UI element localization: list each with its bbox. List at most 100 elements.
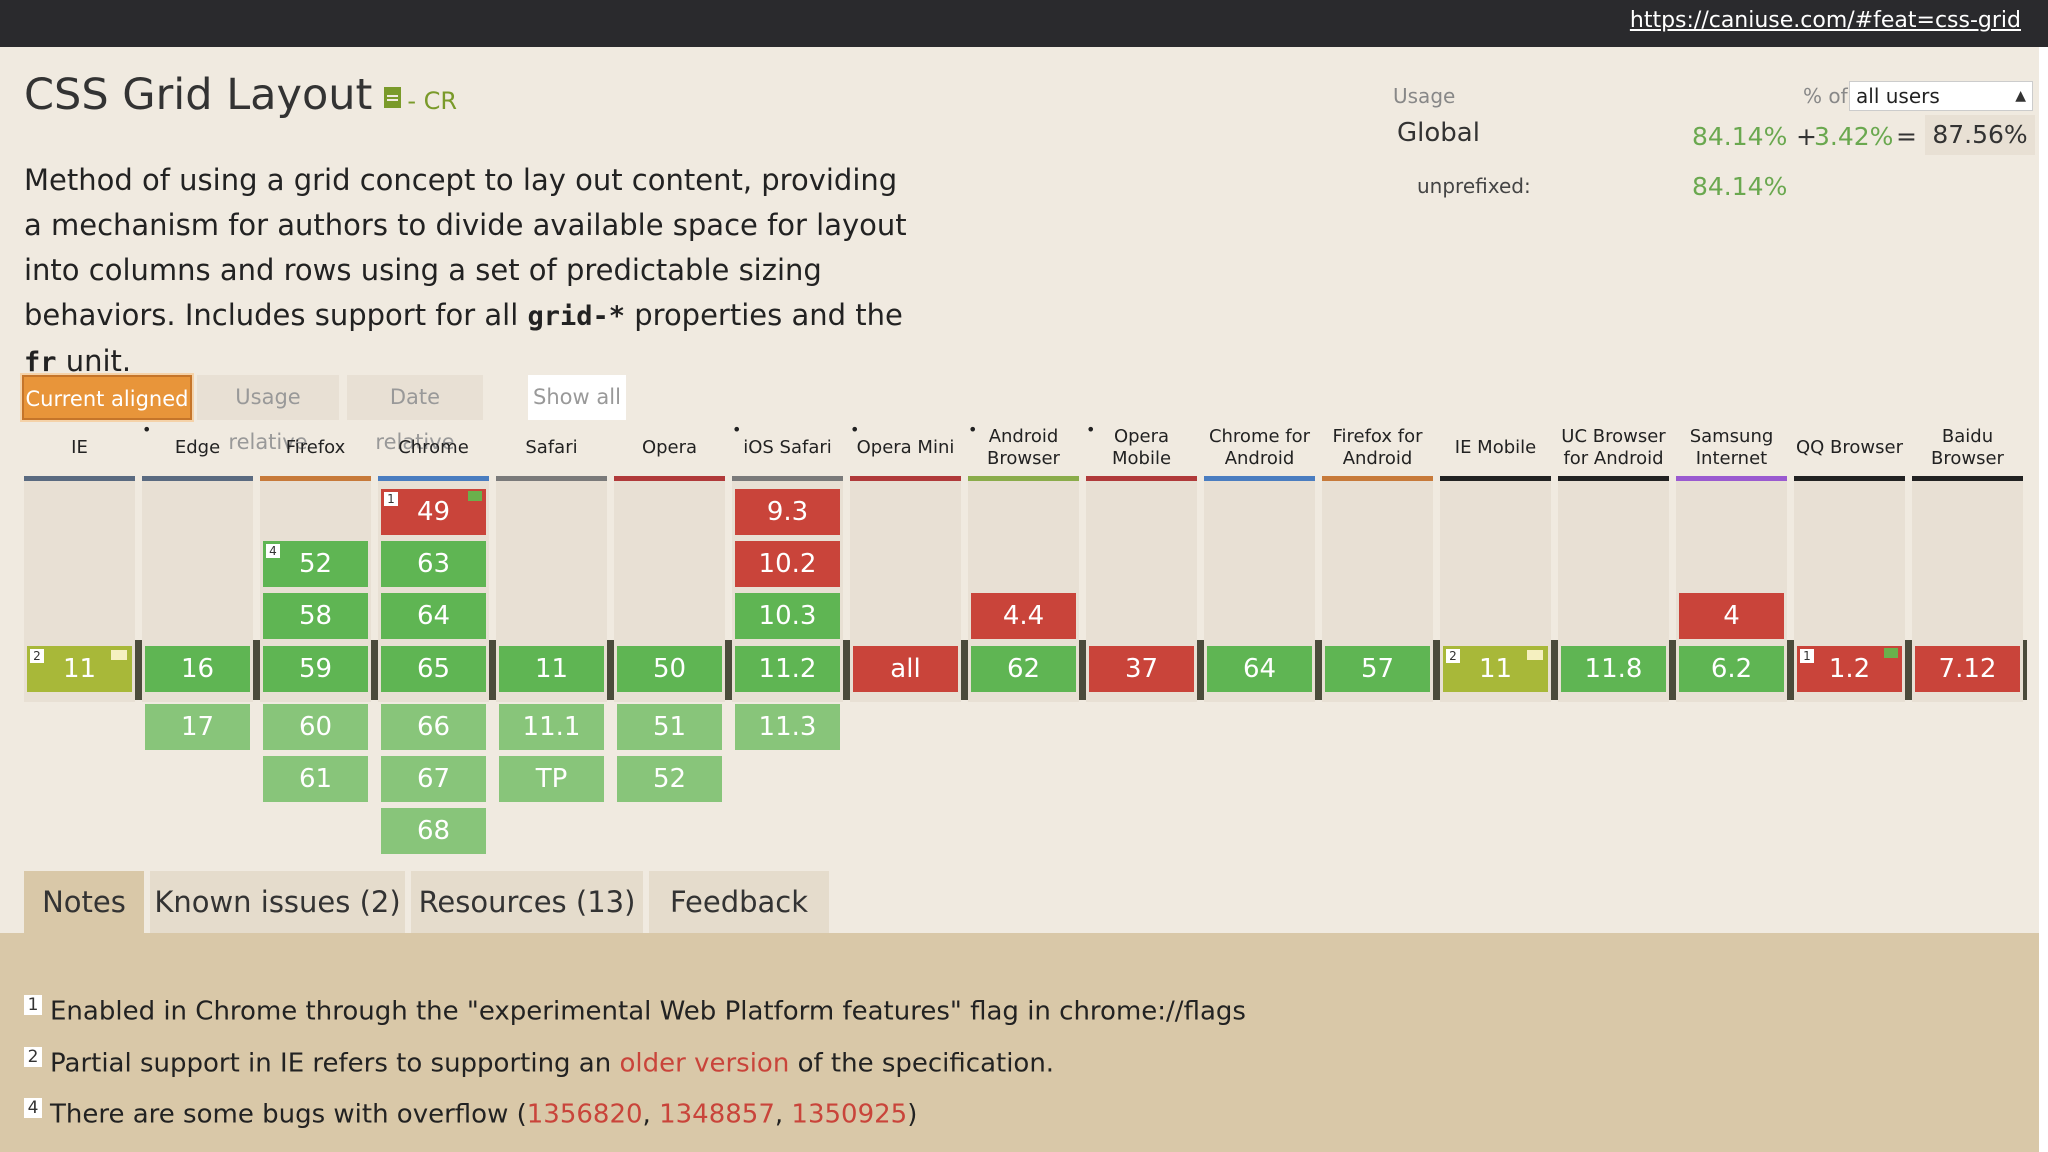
flag-icon (468, 491, 482, 501)
version-cell[interactable]: 64 (1207, 646, 1312, 692)
browser-name[interactable]: Android Browser (987, 426, 1060, 469)
version-number: 9.3 (766, 497, 809, 527)
version-cell[interactable]: 62 (971, 646, 1076, 692)
browser-column: Chrome 49 1 63 64 65 66 67 68 (378, 420, 489, 860)
usage-relative-button[interactable]: Usage relative (197, 375, 339, 454)
version-cell[interactable]: 9.3 (735, 489, 840, 535)
tab-notes[interactable]: Notes (24, 871, 144, 933)
spec-status[interactable]: - CR (407, 87, 458, 115)
browser-color-line (1440, 476, 1551, 481)
tab-known[interactable]: Known issues (2) (150, 871, 405, 933)
note-link[interactable]: older version (619, 1048, 790, 1079)
tab-resources[interactable]: Resources (13) (411, 871, 643, 933)
browser-name[interactable]: IE Mobile (1454, 437, 1537, 458)
global-partial-support: 3.42% (1814, 122, 1894, 151)
date-relative-button[interactable]: Date relative (347, 375, 483, 454)
note-text: , (642, 1099, 660, 1130)
version-number: 58 (298, 601, 333, 631)
version-number: 11.8 (1584, 654, 1643, 684)
version-cell[interactable]: 11 2 (27, 646, 132, 692)
version-cell[interactable]: 7.12 (1915, 646, 2020, 692)
version-cell[interactable]: 68 (381, 808, 486, 854)
pct-of-label: % of (1803, 84, 1848, 108)
note-badge: 1 (1800, 649, 1814, 663)
browser-color-line (1794, 476, 1905, 481)
browser-name[interactable]: Chrome for Android (1208, 426, 1311, 469)
document-icon[interactable] (384, 87, 402, 108)
note-number: 1 (24, 995, 42, 1015)
browser-name[interactable]: Opera Mini (856, 437, 955, 458)
browser-name[interactable]: IE (71, 437, 88, 458)
browser-color-line (24, 476, 135, 481)
page-url-link[interactable]: https://caniuse.com/#feat=css-grid (1629, 8, 2021, 33)
version-cell[interactable]: 37 (1089, 646, 1194, 692)
version-cell[interactable]: 4.4 (971, 593, 1076, 639)
version-cell[interactable]: 63 (381, 541, 486, 587)
version-cell[interactable]: 11.1 (499, 704, 604, 750)
browser-name[interactable]: Opera Mobile (1111, 426, 1172, 469)
version-cell[interactable]: 52 (617, 756, 722, 802)
version-cell[interactable]: 66 (381, 704, 486, 750)
browser-name[interactable]: QQ Browser (1796, 437, 1903, 458)
browser-name[interactable]: Chrome (398, 437, 469, 458)
version-cell[interactable]: TP (499, 756, 604, 802)
version-cell[interactable]: 10.3 (735, 593, 840, 639)
version-cell[interactable]: 17 (145, 704, 250, 750)
partial-support-icon (110, 649, 128, 661)
version-number: all (890, 654, 921, 684)
version-number: 50 (652, 654, 687, 684)
browser-name[interactable]: Safari (525, 437, 578, 458)
browser-column: Edge • 16 17 (142, 420, 253, 860)
version-cell[interactable]: 51 (617, 704, 722, 750)
version-number: 16 (180, 654, 215, 684)
version-cell[interactable]: 57 (1325, 646, 1430, 692)
browser-color-line (496, 476, 607, 481)
version-cell[interactable]: 52 4 (263, 541, 368, 587)
browser-name[interactable]: Baidu Browser (1931, 426, 2004, 469)
version-cell[interactable]: 4 (1679, 593, 1784, 639)
version-cell[interactable]: 11.8 (1561, 646, 1666, 692)
browser-name[interactable]: UC Browser for Android (1561, 426, 1666, 469)
note-link[interactable]: 1348857 (659, 1099, 775, 1130)
show-all-button[interactable]: Show all (528, 375, 626, 420)
version-cell[interactable]: 65 (381, 646, 486, 692)
users-select-value: all users (1856, 84, 1940, 108)
version-cell[interactable]: 16 (145, 646, 250, 692)
version-cell[interactable]: 61 (263, 756, 368, 802)
users-select[interactable]: all users ▲ (1849, 81, 2033, 111)
browser-name[interactable]: iOS Safari (743, 437, 832, 458)
version-cell[interactable]: 50 (617, 646, 722, 692)
version-cell[interactable]: 11.3 (735, 704, 840, 750)
browser-color-line (1558, 476, 1669, 481)
browser-name[interactable]: Opera (641, 437, 698, 458)
version-cell[interactable]: 11.2 (735, 646, 840, 692)
browser-color-line (968, 476, 1079, 481)
version-number: 59 (298, 654, 333, 684)
top-bar: https://caniuse.com/#feat=css-grid (0, 0, 2048, 47)
version-cell[interactable]: 59 (263, 646, 368, 692)
version-cell[interactable]: 11 2 (1443, 646, 1548, 692)
browser-name[interactable]: Samsung Internet (1689, 426, 1774, 469)
browser-name[interactable]: Edge (174, 437, 221, 458)
version-number: 1.2 (1828, 654, 1871, 684)
browser-name[interactable]: Firefox for Android (1332, 426, 1423, 469)
version-cell[interactable]: 64 (381, 593, 486, 639)
version-cell[interactable]: 1.2 1 (1797, 646, 1902, 692)
version-cell[interactable]: 6.2 (1679, 646, 1784, 692)
version-cell[interactable]: 67 (381, 756, 486, 802)
version-number: 11.3 (758, 712, 817, 742)
version-cell[interactable]: 11 (499, 646, 604, 692)
version-number: 63 (416, 549, 451, 579)
browser-column: IE Mobile 11 2 (1440, 420, 1551, 860)
tab-feedback[interactable]: Feedback (649, 871, 829, 933)
version-cell[interactable]: 60 (263, 704, 368, 750)
version-cell[interactable]: 49 1 (381, 489, 486, 535)
version-cell[interactable]: all (853, 646, 958, 692)
version-cell[interactable]: 58 (263, 593, 368, 639)
browser-name[interactable]: Firefox (285, 437, 346, 458)
note-link[interactable]: 1350925 (791, 1099, 908, 1130)
equals-sign: = (1896, 122, 1917, 151)
version-cell[interactable]: 10.2 (735, 541, 840, 587)
note-link[interactable]: 1356820 (526, 1099, 643, 1130)
current-aligned-button[interactable]: Current aligned (22, 375, 192, 420)
